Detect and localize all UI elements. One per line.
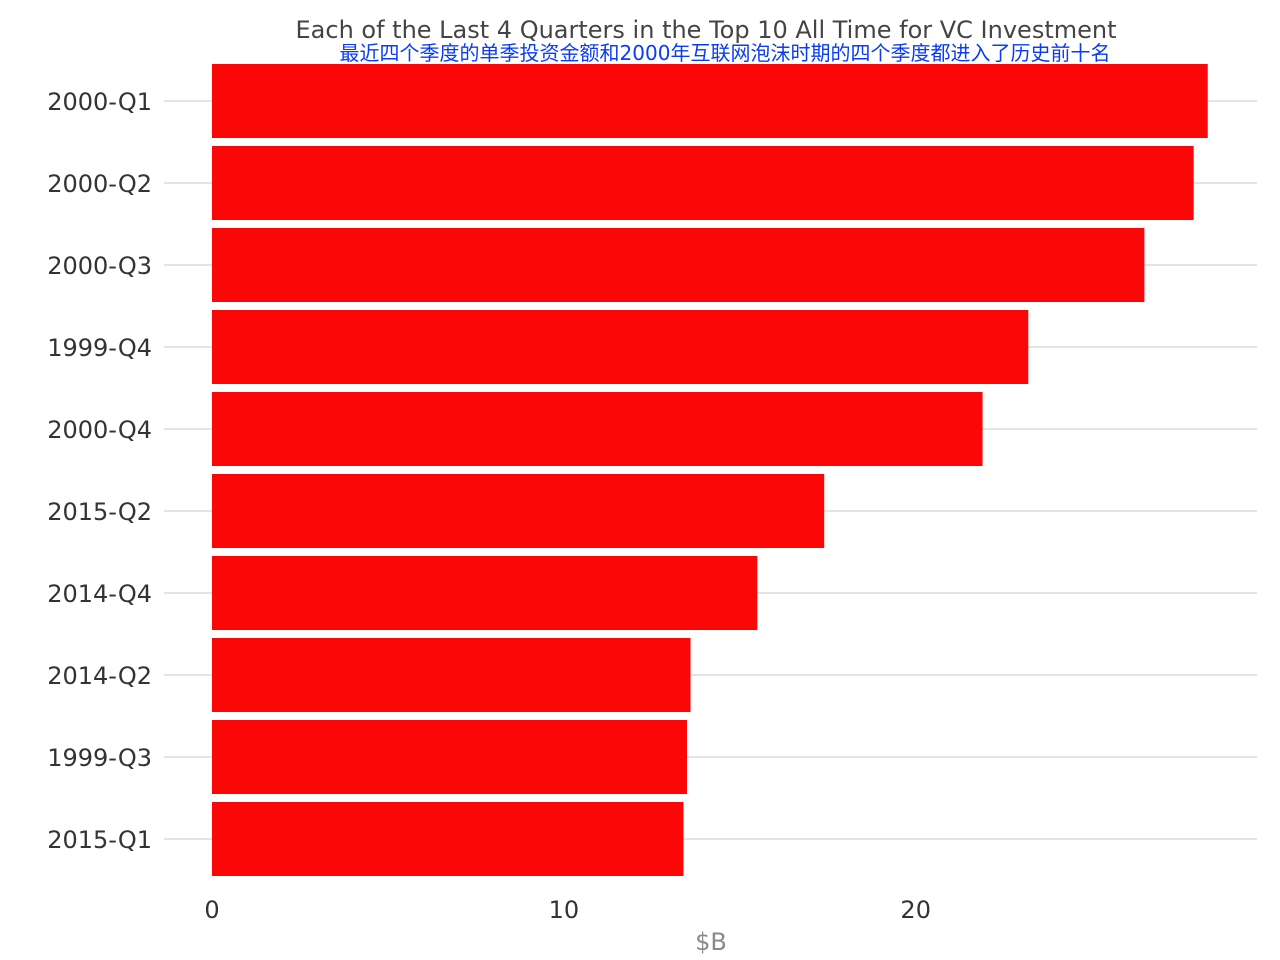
bar-2000-Q3 bbox=[212, 228, 1145, 302]
bar-2000-Q4 bbox=[212, 392, 983, 466]
bar-2000-Q2 bbox=[212, 146, 1194, 220]
x-tick-label: 10 bbox=[549, 896, 580, 924]
x-axis-ticks: 0 10 20 bbox=[204, 896, 931, 924]
bar-2015-Q1 bbox=[212, 802, 684, 876]
y-axis-ticks: 2000-Q1 2000-Q2 2000-Q3 1999-Q4 2000-Q4 2015-… bbox=[47, 88, 152, 854]
y-tick-label: 2015-Q2 bbox=[47, 498, 152, 526]
y-tick-label: 2014-Q4 bbox=[47, 580, 152, 608]
y-tick-label: 2000-Q2 bbox=[47, 170, 152, 198]
x-tick-label: 0 bbox=[204, 896, 219, 924]
bar-1999-Q4 bbox=[212, 310, 1029, 384]
y-tick-label: 2000-Q3 bbox=[47, 252, 152, 280]
y-tick-label: 2000-Q4 bbox=[47, 416, 152, 444]
y-tick-label: 2000-Q1 bbox=[47, 88, 152, 116]
y-tick-label: 1999-Q4 bbox=[47, 334, 152, 362]
bar-2014-Q2 bbox=[212, 638, 691, 712]
bar-1999-Q3 bbox=[212, 720, 687, 794]
y-tick-label: 2015-Q1 bbox=[47, 826, 152, 854]
x-axis-title: $B bbox=[695, 928, 727, 956]
y-tick-label: 1999-Q3 bbox=[47, 744, 152, 772]
bar-2014-Q4 bbox=[212, 556, 758, 630]
bars bbox=[212, 64, 1208, 876]
y-tick-label: 2014-Q2 bbox=[47, 662, 152, 690]
x-tick-label: 20 bbox=[900, 896, 931, 924]
chart-title: Each of the Last 4 Quarters in the Top 1… bbox=[296, 16, 1117, 44]
chart-subtitle: 最近四个季度的单季投资金额和2000年互联网泡沫时期的四个季度都进入了历史前十名 bbox=[340, 41, 1111, 65]
bar-2015-Q2 bbox=[212, 474, 825, 548]
bar-2000-Q1 bbox=[212, 64, 1208, 138]
